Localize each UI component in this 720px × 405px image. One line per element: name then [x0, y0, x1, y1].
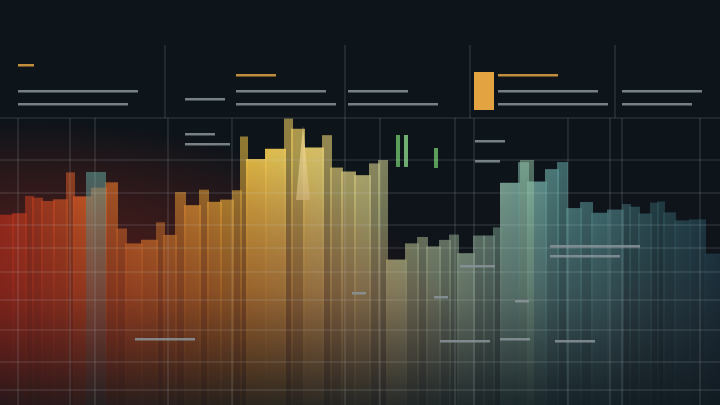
text-placeholder — [475, 160, 500, 163]
text-placeholder — [185, 98, 225, 101]
text-placeholder — [185, 143, 230, 146]
text-placeholder — [500, 338, 530, 341]
text-placeholder — [348, 90, 408, 93]
text-placeholder — [498, 103, 608, 106]
text-placeholder — [236, 103, 336, 106]
text-placeholder — [498, 74, 558, 77]
text-placeholder — [498, 90, 598, 93]
text-placeholder — [18, 103, 128, 106]
text-placeholder — [475, 140, 505, 143]
text-placeholder — [18, 90, 138, 93]
text-placeholder — [622, 90, 702, 93]
text-placeholder — [185, 133, 215, 136]
text-placeholder — [460, 265, 495, 268]
text-placeholder — [550, 245, 640, 248]
grid — [0, 45, 720, 405]
placeholder-text — [18, 64, 702, 343]
text-placeholder — [135, 338, 195, 341]
text-placeholder — [550, 255, 620, 258]
text-placeholder — [555, 340, 595, 343]
text-placeholder — [440, 340, 490, 343]
fade — [0, 150, 720, 405]
text-placeholder — [348, 103, 438, 106]
text-placeholder — [236, 74, 276, 77]
text-placeholder — [622, 103, 692, 106]
text-placeholder — [236, 90, 326, 93]
text-placeholder — [352, 292, 366, 295]
text-placeholder — [515, 300, 529, 303]
text-placeholder — [434, 296, 448, 299]
text-placeholder — [18, 64, 34, 67]
